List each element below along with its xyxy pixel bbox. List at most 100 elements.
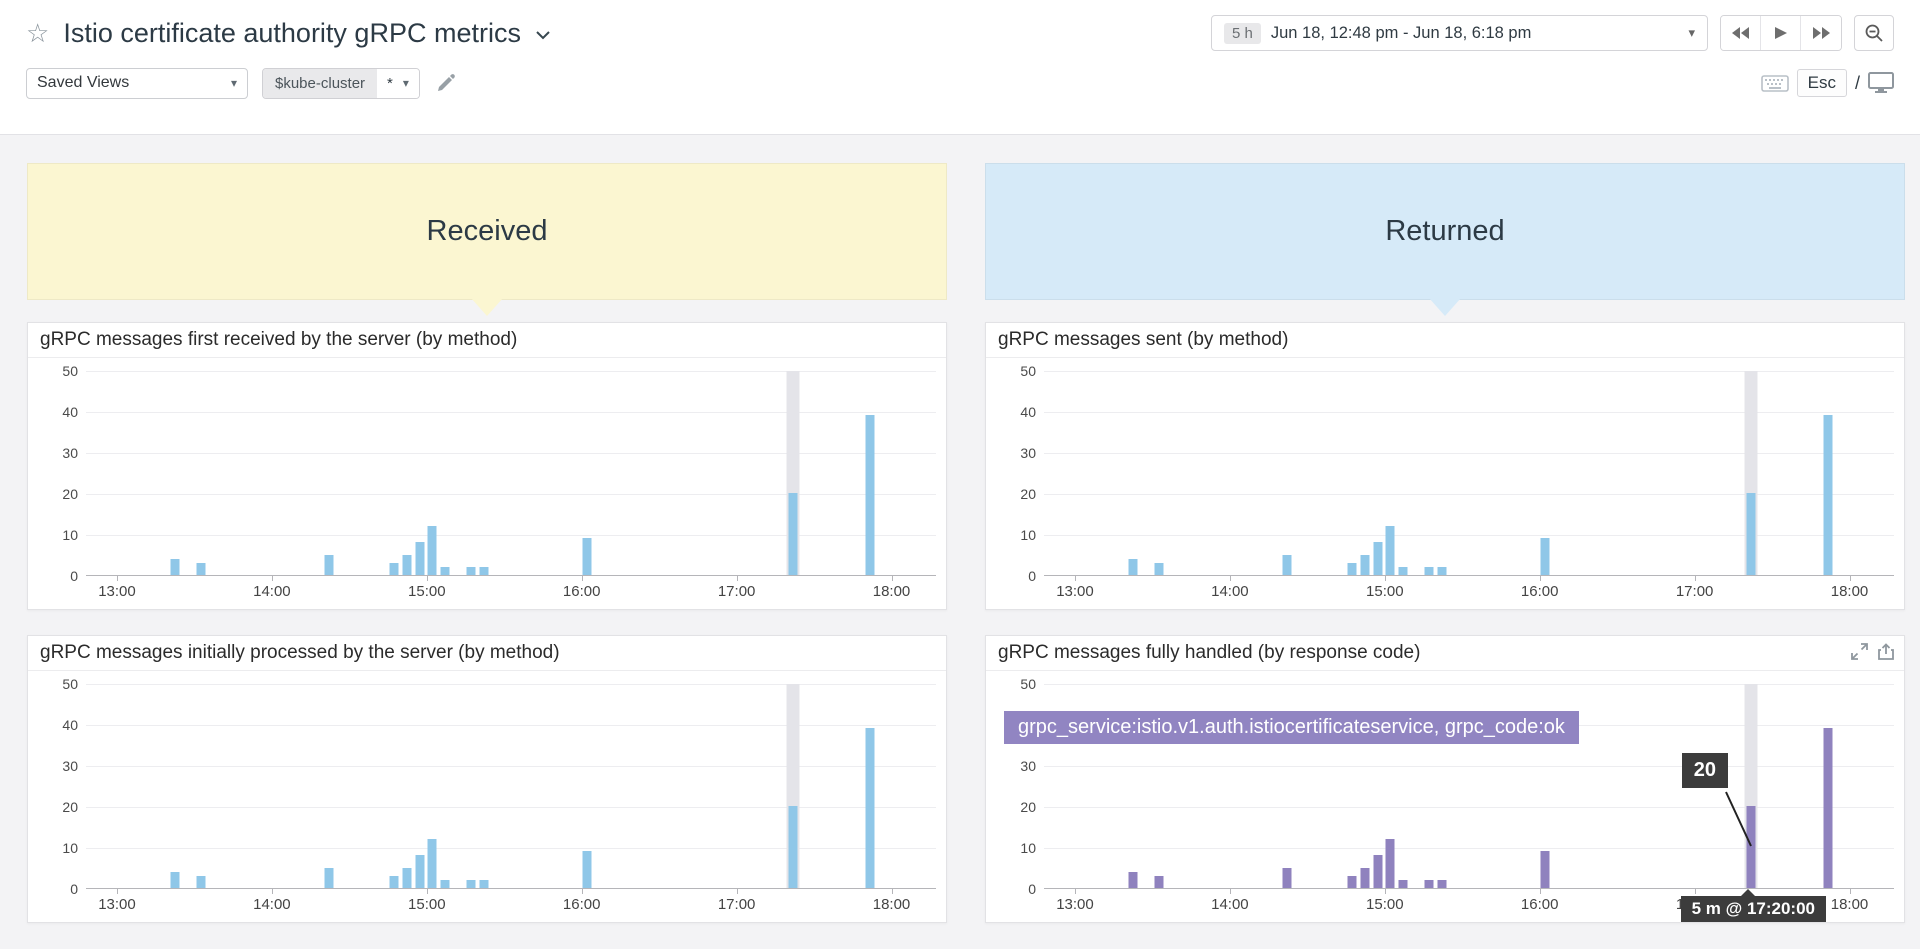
x-axis-tick bbox=[116, 576, 118, 581]
favorite-star-icon[interactable]: ☆ bbox=[26, 18, 50, 48]
bar[interactable] bbox=[415, 542, 425, 575]
keyboard-icon[interactable] bbox=[1760, 74, 1789, 93]
bar[interactable] bbox=[479, 566, 489, 575]
bar[interactable] bbox=[427, 525, 437, 575]
hover-series-label: grpc_service:istio.v1.auth.istiocertific… bbox=[1004, 711, 1579, 744]
x-axis-tick bbox=[1384, 889, 1386, 894]
bar[interactable] bbox=[324, 554, 334, 575]
note-returned: Returned bbox=[985, 163, 1905, 316]
bar[interactable] bbox=[1282, 554, 1292, 575]
bar[interactable] bbox=[1360, 867, 1370, 888]
x-axis-label: 18:00 bbox=[1830, 896, 1869, 913]
gridline bbox=[86, 535, 936, 536]
bar[interactable] bbox=[389, 875, 399, 888]
chart-plot-area[interactable] bbox=[86, 684, 936, 889]
x-axis-label: 14:00 bbox=[253, 583, 291, 600]
time-range-text: Jun 18, 12:48 pm - Jun 18, 6:18 pm bbox=[1270, 23, 1532, 42]
gridline bbox=[1044, 848, 1894, 849]
bar[interactable] bbox=[1398, 879, 1408, 888]
bar[interactable] bbox=[1347, 562, 1357, 575]
chart-plot-area[interactable] bbox=[1044, 371, 1894, 576]
y-axis-label: 10 bbox=[62, 527, 78, 543]
saved-views-caret-icon: ▾ bbox=[230, 76, 237, 90]
time-play-button[interactable] bbox=[1761, 16, 1801, 50]
bar[interactable] bbox=[1154, 562, 1164, 575]
x-axis-tick bbox=[1694, 576, 1696, 581]
bar[interactable] bbox=[1437, 879, 1447, 888]
bar[interactable] bbox=[1823, 728, 1833, 888]
bar[interactable] bbox=[582, 851, 592, 888]
bar[interactable] bbox=[479, 879, 489, 888]
header-row-toolbar: Saved Views ▾ $kube-cluster * ▾ Esc bbox=[0, 58, 1920, 102]
bar[interactable] bbox=[1282, 867, 1292, 888]
bar[interactable] bbox=[324, 867, 334, 888]
x-axis-label: 15:00 bbox=[408, 896, 446, 913]
x-axis-tick bbox=[581, 889, 583, 894]
bar[interactable] bbox=[1347, 875, 1357, 888]
bar[interactable] bbox=[1746, 493, 1756, 575]
bar[interactable] bbox=[1385, 525, 1395, 575]
bar[interactable] bbox=[466, 879, 476, 888]
time-forward-button[interactable] bbox=[1801, 16, 1841, 50]
gridline bbox=[86, 371, 936, 372]
time-picker-caret-icon: ▾ bbox=[1688, 25, 1695, 40]
bar[interactable] bbox=[196, 562, 206, 575]
y-axis-label: 20 bbox=[62, 799, 78, 815]
bar[interactable] bbox=[1154, 875, 1164, 888]
bar[interactable] bbox=[582, 538, 592, 575]
bar[interactable] bbox=[440, 879, 450, 888]
bar[interactable] bbox=[402, 867, 412, 888]
x-axis-label: 16:00 bbox=[1520, 896, 1559, 913]
export-share-icon[interactable] bbox=[1878, 643, 1894, 660]
bar[interactable] bbox=[1373, 542, 1383, 575]
bar[interactable] bbox=[865, 728, 875, 888]
chart-plot-area[interactable] bbox=[86, 371, 936, 576]
bar[interactable] bbox=[1398, 566, 1408, 575]
bar[interactable] bbox=[865, 415, 875, 575]
template-variable-name: $kube-cluster bbox=[263, 68, 378, 98]
bar[interactable] bbox=[389, 562, 399, 575]
bar[interactable] bbox=[427, 838, 437, 888]
edit-pencil-icon[interactable] bbox=[436, 73, 455, 93]
bar[interactable] bbox=[1128, 558, 1138, 575]
bar[interactable] bbox=[1823, 415, 1833, 575]
bar[interactable] bbox=[1385, 838, 1395, 888]
bar[interactable] bbox=[1128, 871, 1138, 888]
bar[interactable] bbox=[1437, 566, 1447, 575]
template-variable-kube-cluster[interactable]: $kube-cluster * ▾ bbox=[262, 67, 420, 99]
x-axis-tick bbox=[1229, 576, 1231, 581]
bar[interactable] bbox=[415, 855, 425, 888]
x-axis-label: 15:00 bbox=[408, 583, 446, 600]
note-received: Received bbox=[27, 163, 947, 316]
bar[interactable] bbox=[1373, 855, 1383, 888]
magnifier-minus-icon bbox=[1865, 24, 1883, 42]
time-back-button[interactable] bbox=[1721, 16, 1761, 50]
title-chevron-down-icon[interactable] bbox=[535, 27, 551, 45]
bar[interactable] bbox=[466, 566, 476, 575]
note-pointer bbox=[1429, 298, 1461, 316]
bar[interactable] bbox=[170, 871, 180, 888]
y-axis-label: 10 bbox=[1020, 840, 1036, 856]
expand-icon[interactable] bbox=[1851, 643, 1868, 660]
x-axis-tick bbox=[1074, 576, 1076, 581]
y-axis-label: 20 bbox=[1020, 799, 1036, 815]
bar[interactable] bbox=[440, 566, 450, 575]
chart-card: gRPC messages initially processed by the… bbox=[27, 635, 947, 923]
bar[interactable] bbox=[1360, 554, 1370, 575]
bar[interactable] bbox=[1540, 538, 1550, 575]
x-axis-label: 17:00 bbox=[1675, 583, 1714, 600]
tv-mode-monitor-icon[interactable] bbox=[1868, 72, 1894, 94]
saved-views-select[interactable]: Saved Views ▾ bbox=[26, 67, 248, 99]
y-axis-label: 0 bbox=[1028, 568, 1036, 584]
bar[interactable] bbox=[402, 554, 412, 575]
bar[interactable] bbox=[170, 558, 180, 575]
zoom-out-button[interactable] bbox=[1854, 15, 1894, 51]
bar[interactable] bbox=[1424, 879, 1434, 888]
time-range-picker[interactable]: 5 h Jun 18, 12:48 pm - Jun 18, 6:18 pm ▾ bbox=[1211, 15, 1708, 51]
bar[interactable] bbox=[1424, 566, 1434, 575]
bar[interactable] bbox=[1540, 851, 1550, 888]
bar[interactable] bbox=[788, 493, 798, 575]
bar[interactable] bbox=[1746, 806, 1756, 888]
bar[interactable] bbox=[788, 806, 798, 888]
bar[interactable] bbox=[196, 875, 206, 888]
